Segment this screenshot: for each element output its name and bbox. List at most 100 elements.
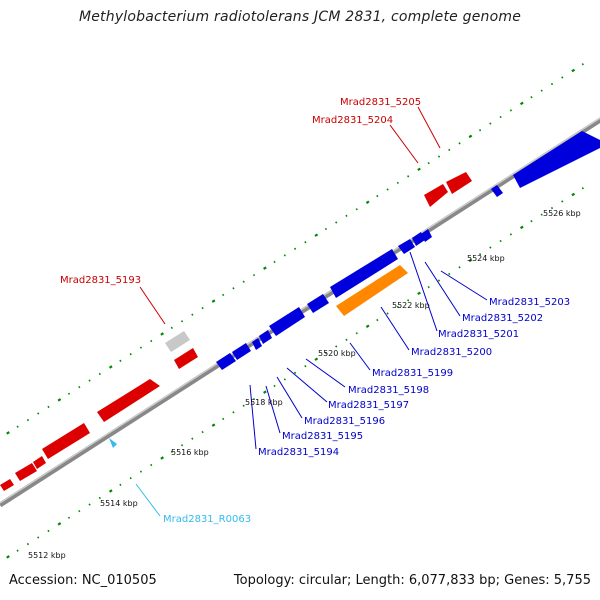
track-tick [16,425,19,428]
track-tick [242,404,245,407]
track-tick [396,305,399,309]
track-tick [150,339,153,343]
gene-arrow[interactable] [269,307,305,336]
gene-arrow[interactable] [513,131,600,188]
track-tick [273,260,276,264]
track-tick [201,430,204,434]
gene-label[interactable]: Mrad2831_5202 [462,313,543,324]
track-tick [396,181,399,185]
gene-arrow[interactable] [15,463,37,481]
track-tick [478,129,482,132]
forward-gene-labels: Mrad2831_5193 Mrad2831_5204 Mrad2831_520… [60,97,421,286]
track-dots [6,63,584,559]
gene-arrow[interactable] [33,456,46,469]
kbp-label: 5520 kbp [318,349,356,358]
gene-label[interactable]: Mrad2831_5200 [411,347,492,358]
gene-arrow[interactable] [446,172,472,194]
track-tick [427,285,430,289]
track-tick [57,522,62,526]
track-tick [499,239,502,243]
gene-arrow[interactable] [491,185,503,197]
gene-label[interactable]: Mrad2831_5203 [489,297,570,308]
track-tick [67,392,71,395]
gene-label[interactable]: Mrad2831_5204 [312,115,393,126]
gene-arrow[interactable] [42,423,90,459]
track-tick [129,353,132,356]
gene-label[interactable]: Mrad2831_5193 [60,275,141,286]
gene-arrow[interactable] [216,353,236,370]
kbp-label: 5526 kbp [543,209,581,218]
gene-arrow[interactable] [97,379,160,422]
gene-arrow[interactable] [0,479,14,491]
track-tick [191,437,194,440]
track-tick [211,423,216,427]
reverse-genes [216,131,600,370]
gene-arrow[interactable] [259,330,272,344]
gene-arrow[interactable] [421,229,432,242]
track-tick [129,477,132,480]
gene-label[interactable]: Mrad2831_5196 [304,416,385,427]
genome-title: Methylobacterium radiotolerans JCM 2831,… [78,9,522,25]
track-tick [458,266,461,269]
track-tick [263,390,267,394]
track-tick [88,379,91,382]
gene-label[interactable]: Mrad2831_5198 [348,385,429,396]
rna-gene-marker[interactable] [109,438,117,448]
gene-label[interactable]: Mrad2831_5197 [328,400,409,411]
gene-label[interactable]: Mrad2831_5201 [438,329,519,340]
track-tick [417,291,421,296]
highlighted-gene[interactable] [336,265,408,316]
track-tick [150,463,153,467]
track-tick [108,489,113,493]
kbp-label: 5524 kbp [467,254,505,263]
track-tick [437,279,441,282]
gene-arrow[interactable] [424,184,448,207]
track-tick [222,293,225,297]
track-tick [252,397,256,401]
track-tick [191,313,194,316]
track-tick [108,365,113,369]
gene-label[interactable]: Mrad2831_5199 [372,368,453,379]
gene-arrow[interactable] [330,249,398,298]
track-tick [37,412,40,415]
track-tick [407,175,410,178]
track-tick [293,371,297,374]
track-tick [530,220,533,223]
track-tick [139,346,143,349]
track-tick [119,483,122,486]
track-tick [509,233,513,236]
track-tick [180,320,184,323]
gene-arrow[interactable] [307,294,329,313]
track-tick [540,89,543,92]
track-tick [232,411,235,414]
gene-arrow[interactable] [232,343,251,360]
track-tick [499,115,502,119]
track-tick [119,359,122,362]
kbp-label: 5514 kbp [100,499,138,508]
track-tick [386,312,389,315]
track-tick [530,96,533,99]
track-tick [407,299,410,302]
rna-gene-label[interactable]: Mrad2831_R0063 [163,514,251,525]
track-tick [437,155,441,158]
track-tick [139,470,143,473]
track-tick [222,417,225,421]
track-tick [293,247,297,250]
track-tick [509,109,513,112]
track-tick [550,82,554,86]
pseudo-gene[interactable] [165,331,190,352]
track-tick [67,516,71,519]
track-tick [47,529,50,533]
gene-arrow[interactable] [174,348,198,369]
track-tick [88,503,91,506]
track-tick [170,450,173,454]
kbp-label: 5522 kbp [392,301,430,310]
gene-arrow[interactable] [398,239,415,254]
gene-label[interactable]: Mrad2831_5205 [340,97,421,108]
gene-label[interactable]: Mrad2831_5195 [282,431,363,442]
track-tick [581,63,584,66]
gene-arrow[interactable] [252,338,262,350]
track-tick [540,213,543,216]
track-tick [365,200,370,204]
gene-label[interactable]: Mrad2831_5194 [258,447,339,458]
